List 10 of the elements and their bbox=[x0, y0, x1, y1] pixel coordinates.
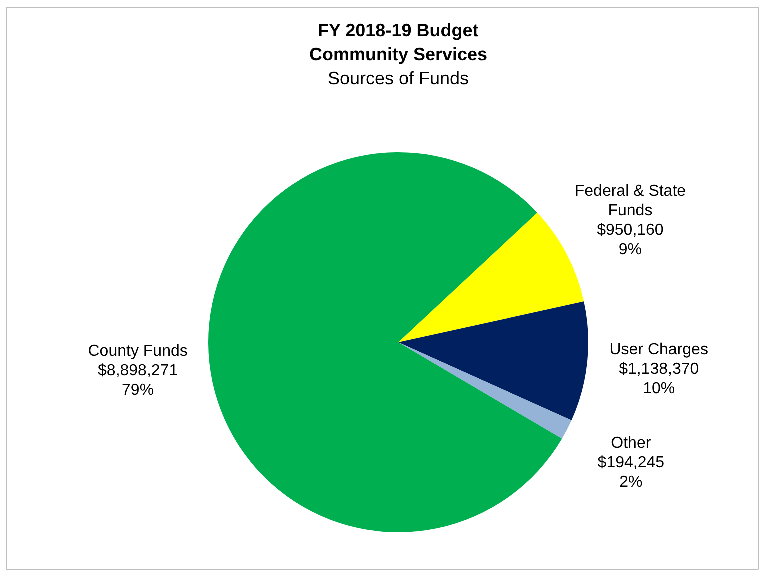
slice-label: Federal & State Funds bbox=[574, 182, 686, 220]
data-label: $1,138,370 10% bbox=[619, 361, 700, 398]
data-label: $8,898,271 79% bbox=[98, 362, 178, 400]
data-label: $950,160 9% bbox=[597, 222, 664, 259]
slice-label: Other bbox=[611, 434, 652, 452]
slice-label: County Funds bbox=[88, 342, 188, 360]
chart-subtitle: Sources of Funds bbox=[328, 68, 470, 88]
slice-label: User Charges bbox=[610, 341, 708, 358]
data-label: $194,245 2% bbox=[598, 454, 665, 492]
chart-title: FY 2018-19 Budget Community Services bbox=[309, 20, 488, 64]
